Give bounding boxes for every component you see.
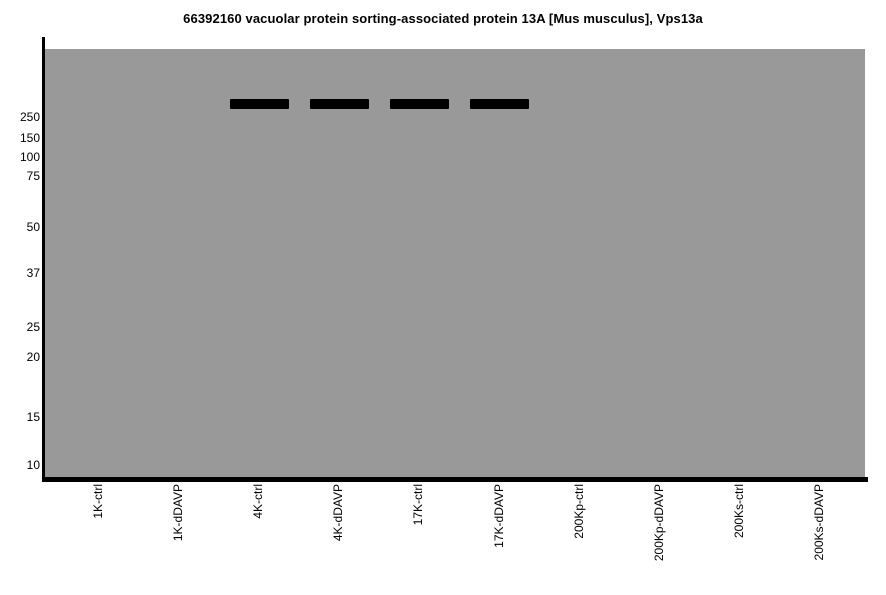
mw-marker-label: 15 [26, 410, 40, 424]
lane-label: 200Ks-dDAVP [811, 484, 826, 561]
protein-band-4K-dDAVP [309, 99, 369, 109]
mw-marker-label: 10 [26, 458, 40, 472]
mw-marker-label: 25 [26, 320, 40, 334]
mw-marker-label: 150 [19, 131, 40, 145]
lane-label: 200Kp-ctrl [571, 484, 586, 539]
figure-title: 66392160 vacuolar protein sorting-associ… [183, 11, 703, 26]
lane-label: 4K-dDAVP [331, 484, 346, 542]
blot-membrane-area [45, 49, 865, 477]
lane-label: 17K-ctrl [411, 484, 426, 526]
protein-band-4K-ctrl [229, 99, 289, 109]
protein-band-17K-ctrl [389, 99, 449, 109]
lane-label: 4K-ctrl [251, 484, 266, 519]
protein-band-17K-dDAVP [470, 99, 529, 109]
lane-label: 1K-ctrl [91, 484, 105, 519]
x-axis-line [42, 477, 868, 482]
mw-marker-label: 100 [19, 150, 40, 164]
mw-marker-label: 20 [26, 350, 40, 364]
lane-label: 200Ks-ctrl [731, 484, 746, 539]
lane-label: 17K-dDAVP [491, 484, 506, 548]
mw-marker-label: 50 [26, 220, 40, 234]
y-axis-line [42, 37, 45, 482]
mw-marker-label: 75 [26, 169, 40, 183]
mw-marker-label: 250 [19, 110, 40, 124]
lane-label: 1K-dDAVP [171, 484, 186, 542]
lane-label: 200Kp-dDAVP [651, 484, 666, 562]
mw-marker-label: 37 [26, 266, 40, 280]
